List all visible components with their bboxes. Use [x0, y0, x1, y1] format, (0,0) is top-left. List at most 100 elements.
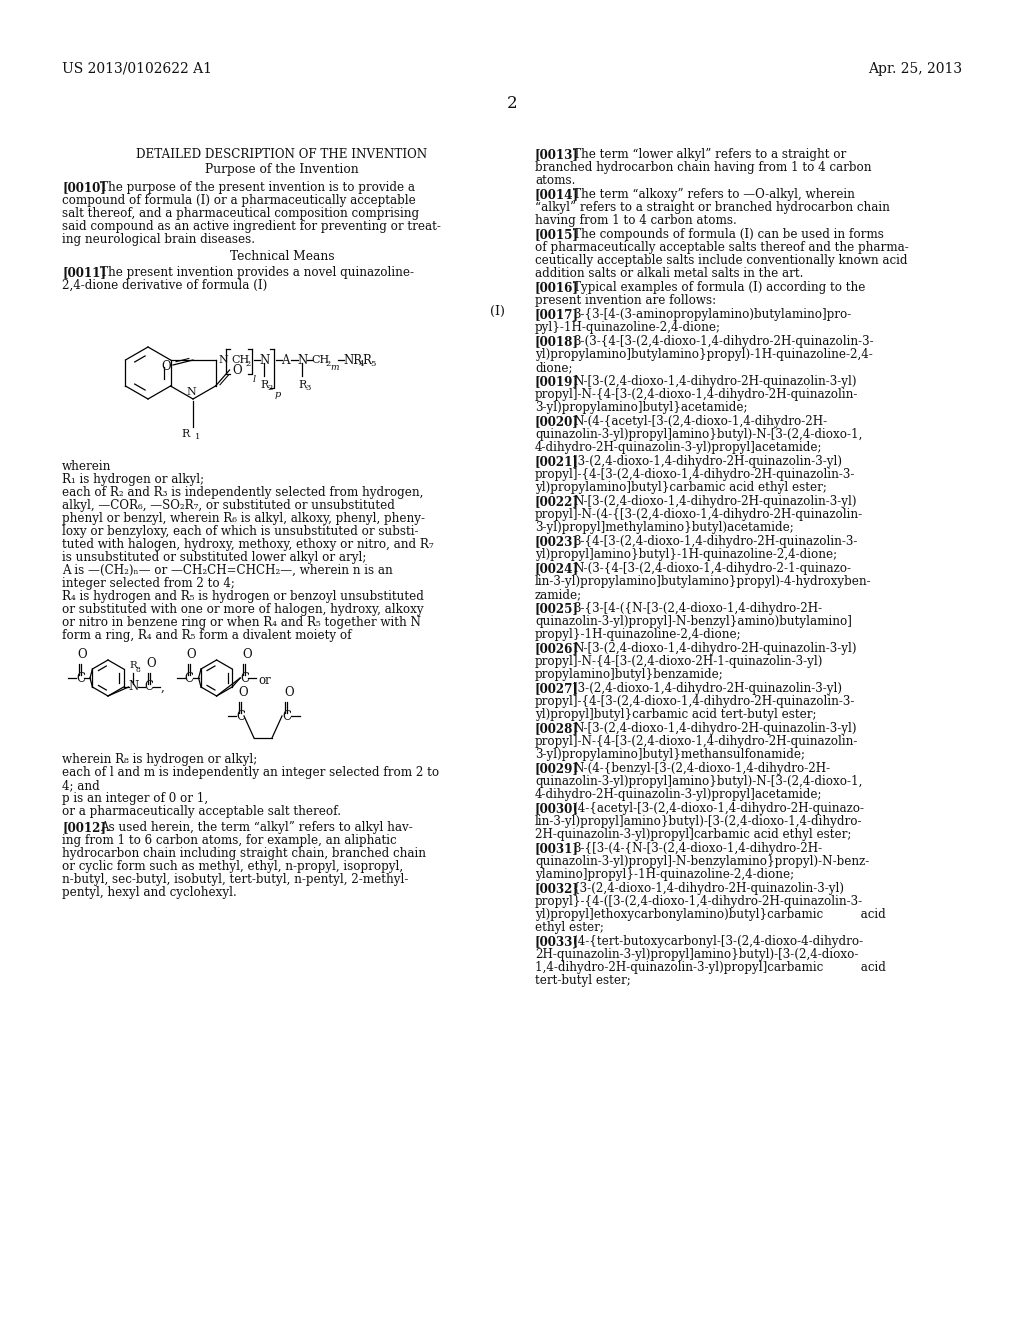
Text: [0015]: [0015]	[535, 228, 579, 242]
Text: propyl]-{4-[3-(2,4-dioxo-1,4-dihydro-2H-quinazolin-3-: propyl]-{4-[3-(2,4-dioxo-1,4-dihydro-2H-…	[535, 696, 855, 708]
Text: integer selected from 2 to 4;: integer selected from 2 to 4;	[62, 577, 234, 590]
Text: [0013]: [0013]	[535, 148, 579, 161]
Text: pyl}-1H-quinazoline-2,4-dione;: pyl}-1H-quinazoline-2,4-dione;	[535, 321, 721, 334]
Text: propyl}-{4-([3-(2,4-dioxo-1,4-dihydro-2H-quinazolin-3-: propyl}-{4-([3-(2,4-dioxo-1,4-dihydro-2H…	[535, 895, 863, 908]
Text: 2: 2	[326, 360, 331, 368]
Text: 3-{4-[3-(2,4-dioxo-1,4-dihydro-2H-quinazolin-3-: 3-{4-[3-(2,4-dioxo-1,4-dihydro-2H-quinaz…	[573, 535, 857, 548]
Text: N: N	[259, 354, 269, 367]
Text: US 2013/0102622 A1: US 2013/0102622 A1	[62, 62, 212, 77]
Text: CH: CH	[231, 355, 250, 366]
Text: or a pharmaceutically acceptable salt thereof.: or a pharmaceutically acceptable salt th…	[62, 805, 341, 818]
Text: propyl}-1H-quinazoline-2,4-dione;: propyl}-1H-quinazoline-2,4-dione;	[535, 628, 741, 642]
Text: [0014]: [0014]	[535, 187, 580, 201]
Text: ,: ,	[161, 681, 165, 693]
Text: [0017]: [0017]	[535, 308, 579, 321]
Text: O: O	[238, 686, 248, 700]
Text: branched hydrocarbon chain having from 1 to 4 carbon: branched hydrocarbon chain having from 1…	[535, 161, 871, 174]
Text: ethyl ester;: ethyl ester;	[535, 921, 604, 935]
Text: compound of formula (I) or a pharmaceutically acceptable: compound of formula (I) or a pharmaceuti…	[62, 194, 416, 207]
Text: propyl]-N-(4-{[3-(2,4-dioxo-1,4-dihydro-2H-quinazolin-: propyl]-N-(4-{[3-(2,4-dioxo-1,4-dihydro-…	[535, 508, 863, 521]
Text: R: R	[260, 380, 268, 389]
Text: [0023]: [0023]	[535, 535, 579, 548]
Text: yl)propyl]amino}butyl}-1H-quinazoline-2,4-dione;: yl)propyl]amino}butyl}-1H-quinazoline-2,…	[535, 548, 838, 561]
Text: 2: 2	[246, 360, 251, 368]
Text: R: R	[182, 429, 190, 440]
Text: lin-3-yl)propyl]amino}butyl)-[3-(2,4-dioxo-1,4-dihydro-: lin-3-yl)propyl]amino}butyl)-[3-(2,4-dio…	[535, 814, 862, 828]
Text: R: R	[130, 661, 137, 671]
Text: propylamino]butyl}benzamide;: propylamino]butyl}benzamide;	[535, 668, 724, 681]
Text: or: or	[258, 675, 271, 686]
Text: 2: 2	[267, 384, 272, 392]
Text: [0027]: [0027]	[535, 682, 579, 696]
Text: N-[3-(2,4-dioxo-1,4-dihydro-2H-quinazolin-3-yl): N-[3-(2,4-dioxo-1,4-dihydro-2H-quinazoli…	[573, 495, 856, 508]
Text: propyl]-N-{4-[3-(2,4-dioxo-1,4-dihydro-2H-quinazolin-: propyl]-N-{4-[3-(2,4-dioxo-1,4-dihydro-2…	[535, 388, 858, 401]
Text: said compound as an active ingredient for preventing or treat-: said compound as an active ingredient fo…	[62, 220, 441, 234]
Text: [0024]: [0024]	[535, 562, 580, 576]
Text: [0011]: [0011]	[62, 267, 106, 279]
Text: 2H-quinazolin-3-yl)propyl]amino}butyl)-[3-(2,4-dioxo-: 2H-quinazolin-3-yl)propyl]amino}butyl)-[…	[535, 948, 858, 961]
Text: propyl]-N-{4-[3-(2,4-dioxo-2H-1-quinazolin-3-yl): propyl]-N-{4-[3-(2,4-dioxo-2H-1-quinazol…	[535, 655, 823, 668]
Text: dione;: dione;	[535, 360, 572, 374]
Text: [0029]: [0029]	[535, 762, 579, 775]
Text: ylamino]propyl}-1H-quinazoline-2,4-dione;: ylamino]propyl}-1H-quinazoline-2,4-dione…	[535, 869, 795, 880]
Text: [0010]: [0010]	[62, 181, 105, 194]
Text: propyl]-{4-[3-(2,4-dioxo-1,4-dihydro-2H-quinazolin-3-: propyl]-{4-[3-(2,4-dioxo-1,4-dihydro-2H-…	[535, 469, 855, 480]
Text: ing neurological brain diseases.: ing neurological brain diseases.	[62, 234, 255, 246]
Text: 2H-quinazolin-3-yl)propyl]carbamic acid ethyl ester;: 2H-quinazolin-3-yl)propyl]carbamic acid …	[535, 828, 851, 841]
Text: 4: 4	[358, 360, 365, 368]
Text: 4-dihydro-2H-quinazolin-3-yl)propyl]acetamide;: 4-dihydro-2H-quinazolin-3-yl)propyl]acet…	[535, 441, 822, 454]
Text: “alkyl” refers to a straight or branched hydrocarbon chain: “alkyl” refers to a straight or branched…	[535, 201, 890, 214]
Text: n-butyl, sec-butyl, isobutyl, tert-butyl, n-pentyl, 2-methyl-: n-butyl, sec-butyl, isobutyl, tert-butyl…	[62, 873, 409, 886]
Text: p: p	[274, 389, 281, 399]
Text: yl)propyl]butyl}carbamic acid tert-butyl ester;: yl)propyl]butyl}carbamic acid tert-butyl…	[535, 708, 816, 721]
Text: C: C	[241, 672, 249, 685]
Text: form a ring, R₄ and R₅ form a divalent moiety of: form a ring, R₄ and R₅ form a divalent m…	[62, 630, 351, 642]
Text: O: O	[186, 648, 197, 661]
Text: C: C	[236, 710, 245, 722]
Text: C: C	[144, 681, 154, 693]
Text: N-[3-(2,4-dioxo-1,4-dihydro-2H-quinazolin-3-yl): N-[3-(2,4-dioxo-1,4-dihydro-2H-quinazoli…	[573, 642, 856, 655]
Text: 2: 2	[507, 95, 517, 112]
Text: [0032]: [0032]	[535, 882, 579, 895]
Text: [0033]: [0033]	[535, 935, 579, 948]
Text: [0030]: [0030]	[535, 803, 579, 814]
Text: 3-{[3-(4-{N-[3-(2,4-dioxo-1,4-dihydro-2H-: 3-{[3-(4-{N-[3-(2,4-dioxo-1,4-dihydro-2H…	[573, 842, 822, 855]
Text: The compounds of formula (I) can be used in forms: The compounds of formula (I) can be used…	[573, 228, 884, 242]
Text: DETAILED DESCRIPTION OF THE INVENTION: DETAILED DESCRIPTION OF THE INVENTION	[136, 148, 428, 161]
Text: C: C	[76, 672, 85, 685]
Text: or nitro in benzene ring or when R₄ and R₅ together with N: or nitro in benzene ring or when R₄ and …	[62, 616, 421, 630]
Text: Typical examples of formula (I) according to the: Typical examples of formula (I) accordin…	[573, 281, 865, 294]
Text: or cyclic form such as methyl, ethyl, n-propyl, isopropyl,: or cyclic form such as methyl, ethyl, n-…	[62, 861, 403, 873]
Text: A: A	[282, 354, 290, 367]
Text: having from 1 to 4 carbon atoms.: having from 1 to 4 carbon atoms.	[535, 214, 736, 227]
Text: R: R	[362, 354, 372, 367]
Text: C: C	[184, 672, 194, 685]
Text: 3-yl)propylamino]butyl}acetamide;: 3-yl)propylamino]butyl}acetamide;	[535, 401, 748, 414]
Text: N: N	[129, 681, 139, 693]
Text: loxy or benzyloxy, each of which is unsubstituted or substi-: loxy or benzyloxy, each of which is unsu…	[62, 525, 419, 539]
Text: each of l and m is independently an integer selected from 2 to: each of l and m is independently an inte…	[62, 766, 439, 779]
Text: The term “alkoxy” refers to —O-alkyl, wherein: The term “alkoxy” refers to —O-alkyl, wh…	[573, 187, 855, 201]
Text: CH: CH	[311, 355, 330, 366]
Text: NR: NR	[343, 354, 362, 367]
Text: N: N	[298, 354, 308, 367]
Text: hydrocarbon chain including straight chain, branched chain: hydrocarbon chain including straight cha…	[62, 847, 426, 861]
Text: 3-(3-{4-[3-(2,4-dioxo-1,4-dihydro-2H-quinazolin-3-: 3-(3-{4-[3-(2,4-dioxo-1,4-dihydro-2H-qui…	[573, 335, 873, 348]
Text: Apr. 25, 2013: Apr. 25, 2013	[868, 62, 962, 77]
Text: yl)propylamino]butyl}carbamic acid ethyl ester;: yl)propylamino]butyl}carbamic acid ethyl…	[535, 480, 826, 494]
Text: N-[3-(2,4-dioxo-1,4-dihydro-2H-quinazolin-3-yl): N-[3-(2,4-dioxo-1,4-dihydro-2H-quinazoli…	[573, 722, 856, 735]
Text: [0016]: [0016]	[535, 281, 579, 294]
Text: p is an integer of 0 or 1,: p is an integer of 0 or 1,	[62, 792, 208, 805]
Text: tert-butyl ester;: tert-butyl ester;	[535, 974, 631, 987]
Text: each of R₂ and R₃ is independently selected from hydrogen,: each of R₂ and R₃ is independently selec…	[62, 486, 423, 499]
Text: 1,4-dihydro-2H-quinazolin-3-yl)propyl]carbamic          acid: 1,4-dihydro-2H-quinazolin-3-yl)propyl]ca…	[535, 961, 886, 974]
Text: propyl]-N-{4-[3-(2,4-dioxo-1,4-dihydro-2H-quinazolin-: propyl]-N-{4-[3-(2,4-dioxo-1,4-dihydro-2…	[535, 735, 858, 748]
Text: 4; and: 4; and	[62, 779, 99, 792]
Text: yl)propylamino]butylamino}propyl)-1H-quinazoline-2,4-: yl)propylamino]butylamino}propyl)-1H-qui…	[535, 348, 872, 360]
Text: 2,4-dione derivative of formula (I): 2,4-dione derivative of formula (I)	[62, 279, 267, 292]
Text: Purpose of the Invention: Purpose of the Invention	[205, 162, 358, 176]
Text: quinazolin-3-yl)propyl]-N-benzylamino}propyl)-N-benz-: quinazolin-3-yl)propyl]-N-benzylamino}pr…	[535, 855, 869, 869]
Text: N: N	[218, 355, 228, 366]
Text: (4-{acetyl-[3-(2,4-dioxo-1,4-dihydro-2H-quinazo-: (4-{acetyl-[3-(2,4-dioxo-1,4-dihydro-2H-…	[573, 803, 864, 814]
Text: (4-{tert-butoxycarbonyl-[3-(2,4-dioxo-4-dihydro-: (4-{tert-butoxycarbonyl-[3-(2,4-dioxo-4-…	[573, 935, 863, 948]
